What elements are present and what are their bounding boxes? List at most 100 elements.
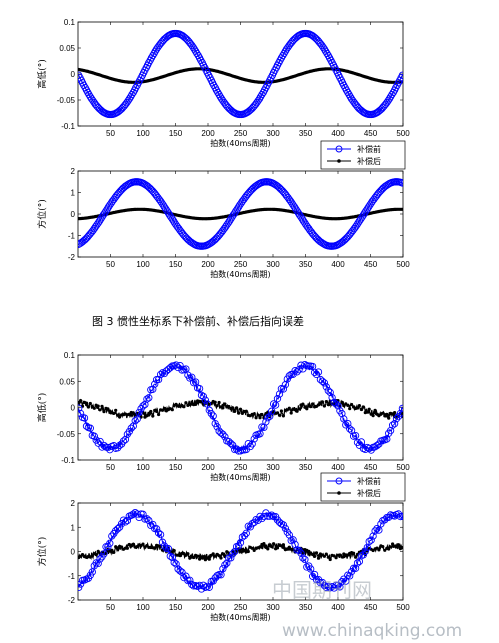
data-point <box>181 34 189 42</box>
data-point <box>154 529 163 537</box>
data-point <box>357 438 366 446</box>
data-point <box>334 581 342 589</box>
data-point <box>309 405 313 409</box>
data-point <box>88 95 96 103</box>
data-point <box>158 538 167 546</box>
series-line <box>78 511 403 591</box>
data-point <box>365 537 373 546</box>
y-tick-label: -1 <box>68 572 76 581</box>
data-point <box>248 520 256 528</box>
data-point <box>253 99 261 107</box>
data-point <box>310 368 319 377</box>
data-point <box>262 418 270 426</box>
data-point <box>381 411 385 415</box>
data-point <box>110 548 114 552</box>
legend-marker <box>335 145 343 153</box>
data-point <box>192 555 196 560</box>
data-point <box>358 213 366 221</box>
data-point <box>168 215 176 223</box>
x-tick-label: 500 <box>396 129 410 138</box>
data-point <box>246 549 250 554</box>
data-point <box>139 510 147 518</box>
data-point <box>393 411 397 415</box>
x-tick-label: 300 <box>266 463 280 472</box>
plot-frame <box>77 21 404 127</box>
data-point <box>347 95 356 103</box>
data-point <box>266 412 274 420</box>
data-point <box>214 88 222 97</box>
data-point <box>219 556 223 560</box>
data-point <box>312 234 321 242</box>
series-before <box>78 178 403 250</box>
data-point <box>255 95 264 103</box>
data-point <box>89 226 97 235</box>
series-before <box>78 360 403 455</box>
y-tick-label: 1 <box>71 523 76 532</box>
data-point <box>396 409 403 418</box>
data-point <box>146 184 154 193</box>
data-point <box>371 414 375 418</box>
legend-label: 补偿后 <box>357 156 381 166</box>
data-point <box>349 564 358 572</box>
data-point <box>282 45 291 53</box>
data-point <box>361 405 365 409</box>
data-point <box>311 402 315 406</box>
data-point <box>91 223 100 231</box>
data-point <box>172 560 180 568</box>
data-point <box>266 547 270 551</box>
data-point <box>318 377 327 385</box>
data-point <box>186 552 190 556</box>
data-point <box>149 520 157 529</box>
data-point <box>357 404 361 408</box>
data-point <box>231 209 239 217</box>
x-tick-label: 150 <box>169 463 183 472</box>
data-point <box>340 237 348 245</box>
data-point <box>268 511 276 519</box>
legend-label: 补偿前 <box>357 476 381 486</box>
data-point <box>221 561 229 569</box>
chart-4: 50 100 150 200 250 300 350 400 450 500 2 1 0 -1 -2 拍数(4… <box>36 472 410 622</box>
data-point <box>289 411 293 415</box>
x-tick-label: 50 <box>106 603 115 612</box>
data-point <box>346 572 354 580</box>
data-point <box>364 203 373 211</box>
data-point <box>324 387 332 395</box>
data-point <box>236 201 244 209</box>
y-tick-label: -0.05 <box>57 430 76 439</box>
data-point <box>82 422 91 430</box>
data-point <box>108 532 116 540</box>
data-point <box>276 184 284 193</box>
data-point <box>320 400 324 404</box>
x-axis-label: 拍数(40ms周期) <box>210 612 270 622</box>
plot-area <box>78 178 403 250</box>
x-tick-label: 100 <box>136 603 150 612</box>
data-point <box>371 527 379 535</box>
data-point <box>95 217 104 225</box>
y-tick-label: 0 <box>71 210 76 219</box>
data-point <box>210 237 218 245</box>
data-point <box>285 195 293 204</box>
data-point <box>332 400 340 408</box>
data-point <box>346 93 354 101</box>
data-point <box>231 406 235 410</box>
data-point <box>350 403 354 407</box>
legend-box <box>320 472 406 502</box>
data-point <box>302 221 310 229</box>
data-point <box>211 552 215 556</box>
data-point <box>227 554 235 562</box>
data-point <box>223 559 231 567</box>
data-point <box>171 219 179 227</box>
y-tick-label: -2 <box>68 253 76 262</box>
data-point <box>117 520 126 528</box>
data-point <box>120 545 124 549</box>
data-point <box>248 440 256 448</box>
data-point <box>288 199 296 207</box>
x-tick-label: 50 <box>106 260 115 269</box>
data-point <box>266 512 274 520</box>
data-point <box>258 416 262 420</box>
data-point <box>129 422 137 430</box>
data-point <box>197 391 206 399</box>
